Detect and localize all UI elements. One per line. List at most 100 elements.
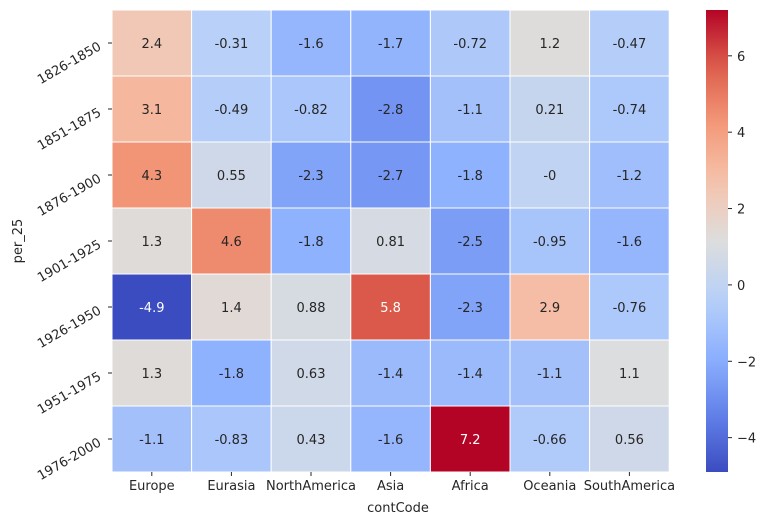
y-tick-label: 1826-1850 <box>35 39 104 87</box>
cell-value-label: -4.9 <box>139 301 164 316</box>
cell-value-label: 1.4 <box>221 301 242 316</box>
colorbar-tick-label: 2 <box>737 203 745 218</box>
cell-value-label: 4.3 <box>141 169 162 184</box>
cell-value-label: -1.6 <box>617 235 642 250</box>
heatmap-cell <box>589 75 670 143</box>
x-tick-label: Eurasia <box>207 479 255 494</box>
heatmap-cell-labels: 2.4 -0.31 -1.6 -1.7 -0.72 1.2 -0.47 3.1 -0.49 -0.… <box>139 37 646 448</box>
cell-value-label: 2.4 <box>141 37 162 52</box>
heatmap-cell <box>270 405 352 473</box>
cell-value-label: -2.3 <box>458 301 483 316</box>
cell-value-label: 0.63 <box>297 367 326 382</box>
y-tick-label: 1851-1875 <box>35 105 104 153</box>
heatmap-cell <box>509 207 591 275</box>
heatmap-cell <box>191 141 272 209</box>
cell-value-label: 3.1 <box>141 103 162 118</box>
cell-value-label: -1.1 <box>139 433 164 448</box>
heatmap-cell <box>589 141 670 209</box>
heatmap-cell <box>270 273 352 341</box>
cell-value-label: -0.72 <box>453 37 487 52</box>
colorbar-ticks: 6 4 2 0 −2 −4 <box>728 50 756 447</box>
colorbar-tick-label: −4 <box>737 432 756 447</box>
cell-value-label: -0.31 <box>215 37 249 52</box>
heatmap-cell <box>191 9 272 77</box>
cell-value-label: 1.1 <box>619 367 640 382</box>
colorbar-tick-label: 0 <box>737 279 745 294</box>
heatmap-cell <box>270 75 352 143</box>
cell-value-label: -1.8 <box>298 235 323 250</box>
heatmap-cell <box>509 405 591 473</box>
y-axis-label: per_25 <box>11 219 26 264</box>
y-tick-label: 1901-1925 <box>35 237 104 285</box>
heatmap-cell <box>191 339 272 407</box>
cell-value-label: -1.1 <box>537 367 562 382</box>
heatmap-cell <box>111 9 193 77</box>
x-axis-label: contCode <box>367 501 429 516</box>
cell-value-label: -1.8 <box>458 169 483 184</box>
cell-value-label: -0.95 <box>533 235 567 250</box>
cell-value-label: -1.4 <box>458 367 483 382</box>
x-tick-label: Oceania <box>523 479 576 494</box>
heatmap-cell <box>270 339 352 407</box>
heatmap-cell <box>270 9 352 77</box>
cell-value-label: -0 <box>543 169 556 184</box>
colorbar-tick-label: 6 <box>737 50 745 65</box>
heatmap-cell <box>350 141 431 209</box>
heatmap-cell <box>111 273 193 341</box>
cell-value-label: -0.49 <box>215 103 249 118</box>
colorbar-tick-label: 4 <box>737 126 745 141</box>
colorbar-tick-label: −2 <box>737 355 756 370</box>
cell-value-label: -2.8 <box>378 103 403 118</box>
y-tick-label: 1951-1975 <box>35 369 104 417</box>
heatmap-cell <box>270 141 352 209</box>
heatmap-cell <box>111 339 193 407</box>
cell-value-label: -2.3 <box>298 169 323 184</box>
y-tick-label: 1976-2000 <box>35 435 104 483</box>
cell-value-label: 1.3 <box>141 367 162 382</box>
heatmap-cell <box>111 405 193 473</box>
heatmap-cell <box>350 405 431 473</box>
heatmap-cell <box>429 405 511 473</box>
x-tick-label: SouthAmerica <box>584 479 675 494</box>
heatmap-cell <box>429 339 511 407</box>
cell-value-label: -1.2 <box>617 169 642 184</box>
cell-value-label: 0.56 <box>615 433 644 448</box>
cell-value-label: 0.55 <box>217 169 246 184</box>
heatmap-cell <box>191 207 272 275</box>
cell-value-label: -1.8 <box>219 367 244 382</box>
heatmap-cell <box>589 405 670 473</box>
cell-value-label: -0.76 <box>613 301 647 316</box>
y-tick-label: 1876-1900 <box>35 171 104 219</box>
x-tick-label: Europe <box>129 479 175 494</box>
heatmap-cells <box>111 9 670 473</box>
cell-value-label: -0.47 <box>613 37 647 52</box>
cell-value-label: -1.6 <box>298 37 323 52</box>
x-tick-label: Africa <box>452 479 489 494</box>
heatmap-cell <box>350 339 431 407</box>
cell-value-label: 7.2 <box>460 433 481 448</box>
heatmap-cell <box>589 207 670 275</box>
cell-value-label: 4.6 <box>221 235 242 250</box>
cell-value-label: 0.21 <box>535 103 564 118</box>
y-axis-ticks: 1826-1850 1851-1875 1876-1900 1901-1925 1926… <box>35 39 112 484</box>
heatmap-cell <box>429 141 511 209</box>
heatmap-cell <box>509 141 591 209</box>
cell-value-label: -2.7 <box>378 169 403 184</box>
cell-value-label: 0.81 <box>376 235 405 250</box>
x-tick-label: NorthAmerica <box>266 479 356 494</box>
cell-value-label: 0.88 <box>297 301 326 316</box>
cell-value-label: 5.8 <box>380 301 401 316</box>
heatmap-cell <box>509 9 591 77</box>
cell-value-label: -0.82 <box>294 103 328 118</box>
x-axis-ticks: Europe Eurasia NorthAmerica Asia Africa Ocean… <box>129 472 675 494</box>
y-tick-label: 1926-1950 <box>35 303 104 351</box>
cell-value-label: 2.9 <box>539 301 560 316</box>
cell-value-label: -1.7 <box>378 37 403 52</box>
heatmap-cell <box>350 9 431 77</box>
cell-value-label: -0.83 <box>215 433 249 448</box>
x-tick-label: Asia <box>377 479 404 494</box>
cell-value-label: 1.2 <box>539 37 560 52</box>
cell-value-label: -1.6 <box>378 433 403 448</box>
heatmap-cell <box>589 273 670 341</box>
